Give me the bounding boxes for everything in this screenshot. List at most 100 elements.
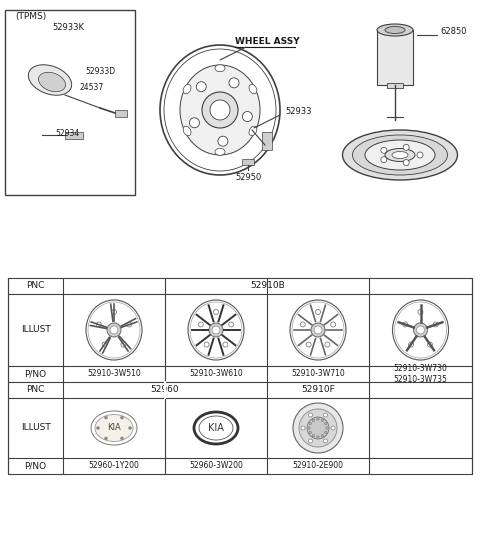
- Circle shape: [312, 419, 315, 421]
- Ellipse shape: [377, 24, 413, 36]
- Circle shape: [301, 426, 305, 430]
- Circle shape: [331, 322, 336, 327]
- Circle shape: [309, 431, 312, 433]
- Text: ILLUST: ILLUST: [21, 424, 50, 432]
- Circle shape: [210, 100, 230, 120]
- Text: 52960: 52960: [151, 385, 180, 395]
- Circle shape: [120, 416, 123, 419]
- Bar: [65, 132, 83, 139]
- Ellipse shape: [293, 403, 343, 453]
- Circle shape: [381, 147, 387, 153]
- Circle shape: [242, 112, 252, 122]
- Circle shape: [417, 326, 424, 334]
- Circle shape: [325, 342, 330, 347]
- Ellipse shape: [215, 65, 225, 72]
- Ellipse shape: [88, 302, 140, 358]
- Ellipse shape: [28, 65, 72, 95]
- Text: 52933: 52933: [285, 107, 312, 117]
- Ellipse shape: [395, 302, 446, 358]
- Circle shape: [324, 423, 327, 425]
- Ellipse shape: [199, 416, 233, 440]
- Ellipse shape: [188, 300, 244, 360]
- Circle shape: [314, 326, 322, 334]
- Circle shape: [107, 323, 121, 337]
- Ellipse shape: [352, 135, 447, 175]
- Circle shape: [317, 418, 319, 420]
- Ellipse shape: [307, 417, 329, 439]
- Circle shape: [326, 427, 328, 429]
- Ellipse shape: [183, 84, 191, 94]
- Text: 52910-2E900: 52910-2E900: [292, 461, 344, 471]
- Text: KIA: KIA: [107, 424, 121, 432]
- Circle shape: [190, 118, 199, 128]
- Circle shape: [309, 413, 312, 417]
- Ellipse shape: [343, 130, 457, 180]
- Text: KIA: KIA: [208, 423, 224, 433]
- Ellipse shape: [194, 412, 238, 444]
- Circle shape: [308, 427, 310, 429]
- Bar: [377, 30, 413, 85]
- Circle shape: [110, 326, 118, 334]
- Ellipse shape: [249, 84, 257, 94]
- Circle shape: [403, 322, 408, 327]
- Circle shape: [105, 416, 108, 419]
- Circle shape: [196, 82, 206, 92]
- Text: (TPMS): (TPMS): [15, 13, 46, 21]
- Ellipse shape: [95, 414, 133, 442]
- Ellipse shape: [393, 300, 448, 360]
- Circle shape: [321, 435, 324, 437]
- Circle shape: [324, 439, 327, 443]
- Ellipse shape: [160, 45, 280, 175]
- Circle shape: [321, 419, 324, 421]
- Circle shape: [403, 159, 409, 165]
- Ellipse shape: [299, 409, 337, 447]
- Circle shape: [129, 426, 132, 430]
- Circle shape: [315, 310, 321, 315]
- Circle shape: [309, 439, 312, 443]
- Text: 52960-3W200: 52960-3W200: [189, 461, 243, 471]
- Circle shape: [418, 310, 423, 315]
- Circle shape: [105, 437, 108, 440]
- Circle shape: [198, 322, 204, 327]
- Bar: [242, 159, 254, 165]
- Text: 52910F: 52910F: [301, 385, 335, 395]
- Circle shape: [218, 136, 228, 146]
- Ellipse shape: [91, 411, 137, 445]
- Ellipse shape: [38, 72, 65, 92]
- Text: 52933D: 52933D: [85, 67, 115, 77]
- Text: 52910-3W510: 52910-3W510: [87, 369, 141, 379]
- Circle shape: [204, 342, 209, 347]
- Circle shape: [309, 423, 312, 425]
- Ellipse shape: [86, 300, 142, 360]
- Circle shape: [311, 323, 325, 337]
- Text: P/NO: P/NO: [24, 461, 47, 471]
- Bar: [5, 10, 135, 195]
- Circle shape: [433, 322, 438, 327]
- Bar: [262, 132, 272, 150]
- Text: 52910-3W710: 52910-3W710: [291, 369, 345, 379]
- Text: 52910-3W730
52910-3W735: 52910-3W730 52910-3W735: [394, 364, 447, 384]
- Ellipse shape: [180, 65, 260, 155]
- Circle shape: [408, 342, 414, 347]
- Circle shape: [223, 342, 228, 347]
- Circle shape: [96, 426, 99, 430]
- Text: WHEEL ASSY: WHEEL ASSY: [235, 37, 300, 47]
- Circle shape: [96, 322, 101, 327]
- Text: PNC: PNC: [26, 282, 45, 290]
- Ellipse shape: [249, 126, 257, 135]
- Text: 52960-1Y200: 52960-1Y200: [89, 461, 139, 471]
- Circle shape: [427, 342, 432, 347]
- Ellipse shape: [215, 149, 225, 155]
- Text: 52910B: 52910B: [250, 282, 285, 290]
- Ellipse shape: [385, 149, 415, 162]
- Ellipse shape: [164, 49, 276, 171]
- Circle shape: [317, 436, 319, 438]
- Ellipse shape: [385, 26, 405, 33]
- Circle shape: [209, 323, 223, 337]
- Circle shape: [300, 322, 305, 327]
- Text: PNC: PNC: [26, 385, 45, 395]
- Bar: [115, 110, 127, 117]
- Ellipse shape: [290, 300, 346, 360]
- Circle shape: [331, 426, 335, 430]
- Text: 52910-3W610: 52910-3W610: [189, 369, 243, 379]
